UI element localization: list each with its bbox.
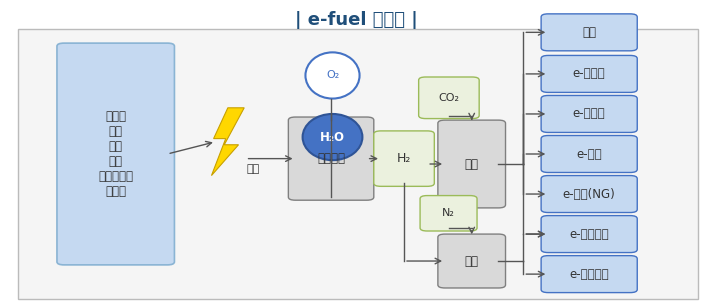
Text: O₂: O₂ [326,71,339,80]
FancyBboxPatch shape [18,29,698,299]
FancyBboxPatch shape [374,131,434,186]
Text: CO₂: CO₂ [439,93,459,103]
FancyBboxPatch shape [541,256,637,293]
FancyBboxPatch shape [541,216,637,253]
Text: 전기: 전기 [246,164,259,174]
Text: H₂: H₂ [397,152,412,165]
FancyBboxPatch shape [57,43,174,265]
Text: e-항공등유: e-항공등유 [570,228,609,241]
Text: 합성: 합성 [465,254,478,268]
FancyBboxPatch shape [288,117,374,200]
Text: e-가솔린: e-가솔린 [573,107,605,120]
Text: e-디젤: e-디젤 [577,148,602,160]
FancyBboxPatch shape [420,196,477,231]
Text: N₂: N₂ [442,208,455,218]
FancyBboxPatch shape [438,234,506,288]
Text: H₂O: H₂O [320,131,345,144]
FancyBboxPatch shape [438,120,506,208]
Polygon shape [211,108,244,176]
Text: | e-fuel 개념도 |: | e-fuel 개념도 | [295,11,417,29]
FancyBboxPatch shape [541,95,637,132]
Text: 태양광
풍력
수력
기타
재생에너지
원자력: 태양광 풍력 수력 기타 재생에너지 원자력 [98,110,133,198]
Ellipse shape [305,52,360,99]
Ellipse shape [303,114,362,160]
FancyBboxPatch shape [541,176,637,213]
FancyBboxPatch shape [541,136,637,172]
Text: e-암모니아: e-암모니아 [570,268,609,281]
Text: 합성: 합성 [465,157,478,171]
FancyBboxPatch shape [419,77,479,119]
FancyBboxPatch shape [541,14,637,51]
Text: 수소: 수소 [582,26,596,39]
Text: e-메탄(NG): e-메탄(NG) [562,188,616,201]
FancyBboxPatch shape [541,55,637,92]
Text: 전기분해: 전기분해 [317,152,345,165]
Text: e-메탄올: e-메탄올 [573,67,605,80]
